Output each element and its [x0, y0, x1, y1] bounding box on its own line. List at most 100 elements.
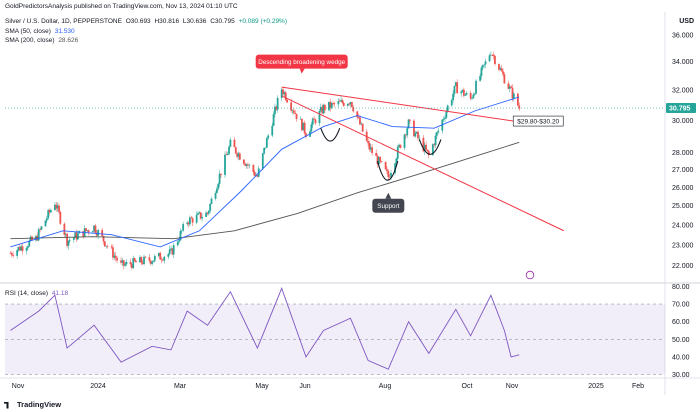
candle: [379, 156, 382, 164]
candle: [472, 92, 475, 99]
candle: [441, 118, 444, 134]
candle-body: [426, 149, 429, 152]
candle: [271, 122, 274, 138]
candle: [72, 237, 75, 243]
candle: [265, 136, 268, 148]
candle: [368, 140, 371, 152]
candle: [163, 255, 166, 264]
candle: [369, 143, 372, 153]
candle: [406, 126, 409, 138]
candle-body: [371, 147, 374, 154]
candle-body: [256, 175, 259, 177]
candle-body: [406, 128, 409, 136]
candle-body: [220, 173, 222, 175]
candle-body: [93, 225, 95, 232]
candle-body: [245, 164, 248, 166]
candle: [442, 116, 445, 122]
candle: [133, 257, 136, 262]
candle: [189, 215, 191, 227]
candle: [197, 211, 199, 216]
candle: [473, 92, 476, 96]
candle: [244, 162, 247, 167]
candle: [318, 108, 321, 127]
candle-body: [275, 106, 278, 110]
candle-body: [9, 253, 12, 254]
candle-body: [216, 188, 218, 193]
candle: [228, 145, 230, 156]
candle: [311, 117, 314, 128]
candle-body: [253, 172, 256, 176]
candle-body: [291, 110, 294, 111]
candle: [337, 98, 340, 108]
candle: [217, 182, 220, 191]
sma200-value: 28.626: [58, 37, 79, 44]
x-tick-label: 2024: [90, 383, 106, 390]
candle-body: [160, 259, 163, 261]
candle-body: [386, 169, 388, 172]
candle-body: [276, 97, 279, 110]
candle-body: [271, 125, 274, 136]
candle: [225, 151, 228, 156]
x-tick-label: Nov: [506, 383, 519, 390]
candle: [172, 243, 175, 259]
candle-body: [176, 241, 179, 246]
candle: [404, 133, 407, 139]
candle: [465, 91, 468, 96]
candle: [233, 137, 236, 148]
candle-body: [503, 74, 506, 84]
candle-body: [68, 239, 71, 241]
candle: [93, 225, 95, 233]
candle: [157, 252, 160, 258]
candle-body: [357, 117, 360, 118]
candle: [338, 98, 341, 102]
candle-body: [264, 147, 267, 149]
candle-body: [431, 144, 434, 156]
y-tick-label: 22.000: [672, 263, 694, 270]
candle-body: [102, 235, 105, 242]
candle-body: [377, 157, 380, 165]
candle-body: [434, 135, 437, 146]
candle-body: [265, 138, 268, 148]
candle-body: [472, 94, 475, 99]
rsi-legend: RSI (14, close) 41.18: [5, 290, 70, 297]
candle-body: [191, 218, 194, 223]
candle-body: [321, 106, 324, 114]
candle: [396, 144, 399, 161]
candle-body: [114, 255, 117, 259]
candle: [395, 157, 398, 166]
candle: [310, 121, 313, 134]
candle-body: [261, 153, 264, 169]
rsi-tick-label: 70.00: [672, 302, 690, 309]
candle: [333, 102, 336, 108]
candle: [101, 227, 104, 237]
candle-body: [237, 153, 240, 157]
rsi-label: RSI (14, close): [5, 290, 48, 297]
candle: [216, 186, 218, 194]
y-tick-label: 32.000: [672, 88, 694, 95]
candle: [59, 210, 62, 226]
candle: [375, 149, 378, 156]
candle-body: [195, 214, 198, 223]
candle-body: [233, 139, 236, 148]
candle: [510, 84, 513, 89]
support-callout-label: Support: [377, 203, 399, 210]
candle: [218, 170, 221, 188]
candle: [264, 147, 267, 150]
candle-body: [511, 87, 514, 99]
candle: [361, 123, 364, 133]
sma50-line: [10, 96, 520, 248]
candle: [129, 258, 132, 267]
rsi-tick-label: 40.00: [672, 354, 690, 361]
candle-body: [97, 229, 100, 236]
candle-body: [361, 123, 364, 132]
candle: [49, 208, 52, 214]
candle-body: [49, 210, 52, 213]
candle: [18, 244, 21, 252]
candle-body: [37, 229, 40, 241]
candle-body: [481, 65, 484, 68]
candle-body: [341, 100, 344, 103]
candle-body: [130, 264, 133, 269]
rsi-tick-label: 80.00: [672, 284, 690, 291]
candle-body: [272, 114, 275, 126]
